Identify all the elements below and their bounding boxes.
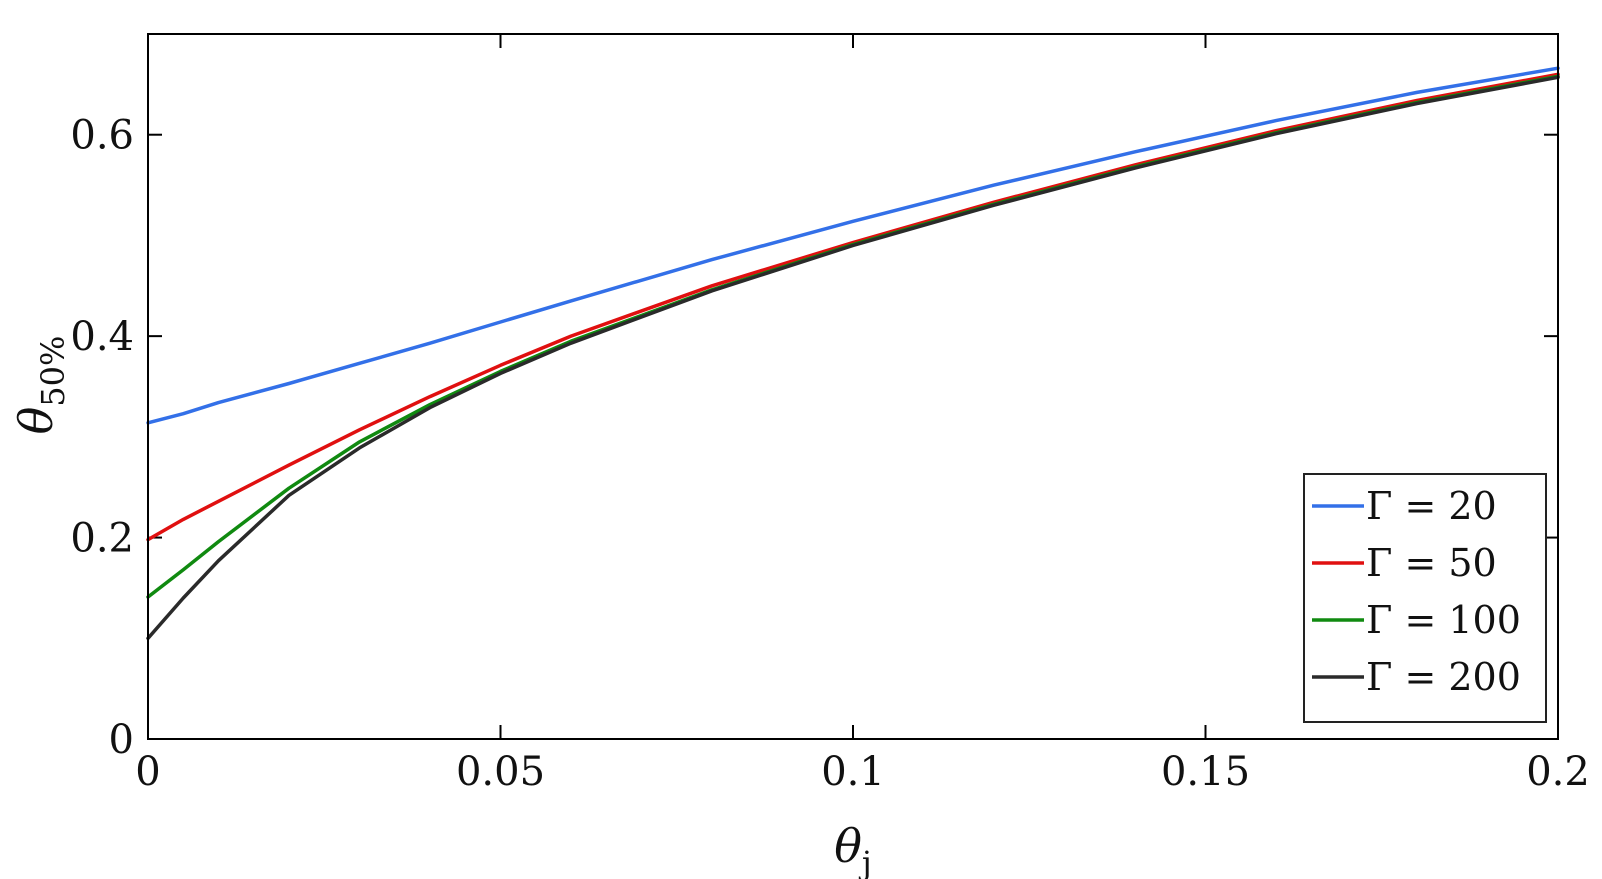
x-tick-label: 0	[135, 749, 160, 795]
x-tick-label: 0.05	[456, 749, 545, 795]
x-tick-label: 0.15	[1161, 749, 1250, 795]
legend-box	[1303, 473, 1547, 723]
x-tick-labels: 0 0.05 0.1 0.15 0.2	[135, 749, 1590, 795]
x-axis-label: θj	[834, 819, 872, 879]
x-tick-label: 0.1	[821, 749, 885, 795]
y-tick-labels: 0 0.2 0.4 0.6	[70, 113, 134, 763]
y-tick-label: 0.4	[70, 314, 134, 360]
legend-label: Γ = 200	[1366, 655, 1521, 699]
y-tick-label: 0.6	[70, 113, 134, 159]
series-line	[146, 72, 1560, 542]
legend-label: Γ = 100	[1366, 598, 1521, 642]
series-line	[146, 66, 1560, 425]
legend-label: Γ = 50	[1366, 541, 1497, 585]
y-axis-label: θ50%	[9, 336, 72, 435]
legend: Γ = 20 Γ = 50 Γ = 100 Γ = 200	[1303, 473, 1547, 723]
legend-label: Γ = 20	[1366, 484, 1497, 528]
y-tick-label: 0	[109, 717, 134, 763]
y-tick-label: 0.2	[70, 516, 134, 562]
series-lines	[146, 66, 1560, 641]
series-line	[146, 75, 1560, 641]
x-tick-label: 0.2	[1526, 749, 1590, 795]
plot-frame	[147, 33, 1559, 740]
